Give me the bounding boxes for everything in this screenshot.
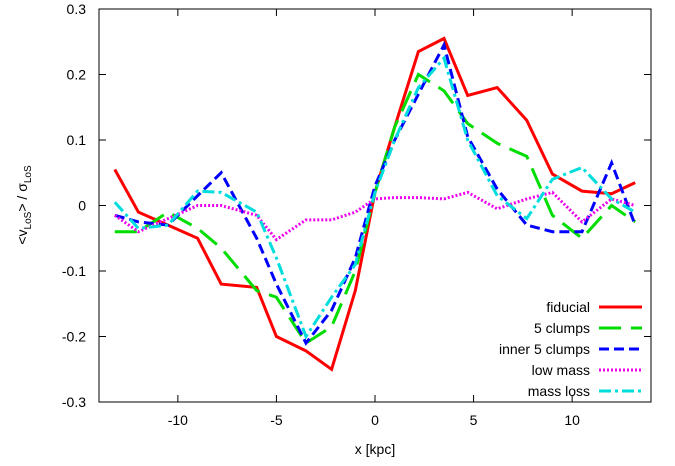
y-tick-label: 0.1 [67,132,87,148]
series-line-mass-loss [113,55,636,340]
legend: fiducial 5 clumps inner 5 clumps low mass ma… [499,299,642,399]
x-tick-label: -5 [270,412,283,428]
y-axis-title-main: <v [14,229,30,244]
y-axis-title: <vLoS> / σLoS [14,165,34,245]
legend-label: 5 clumps [534,320,590,336]
y-tick-label: -0.3 [62,394,86,410]
y-axis-title-mid: > / σ [14,183,30,212]
legend-label: inner 5 clumps [499,341,590,357]
x-axis-title: x [kpc] [355,441,395,457]
y-axis-title-sub2: LoS [23,165,34,183]
x-tick-label: 5 [470,412,478,428]
y-tick-label: 0 [78,198,86,214]
tick-layer: -10 -5 0 5 10 -0.3 -0.2 -0.1 0 0.1 0.2 0.3 [62,1,651,428]
series-layer [113,36,637,372]
y-tick-label: -0.1 [62,263,86,279]
legend-label: mass loss [528,383,590,399]
x-tick-label: 0 [371,412,379,428]
x-tick-label: -10 [168,412,188,428]
y-tick-label: 0.3 [67,1,87,17]
series-line-inner-5-clumps [114,40,637,346]
y-tick-label: -0.2 [62,329,86,345]
legend-label: low mass [532,362,590,378]
legend-label: fiducial [546,299,590,315]
series-line-low-mass [113,190,636,242]
y-tick-label: 0.2 [67,67,87,83]
y-axis-title-sub1: LoS [23,211,34,229]
x-tick-label: 10 [564,412,580,428]
